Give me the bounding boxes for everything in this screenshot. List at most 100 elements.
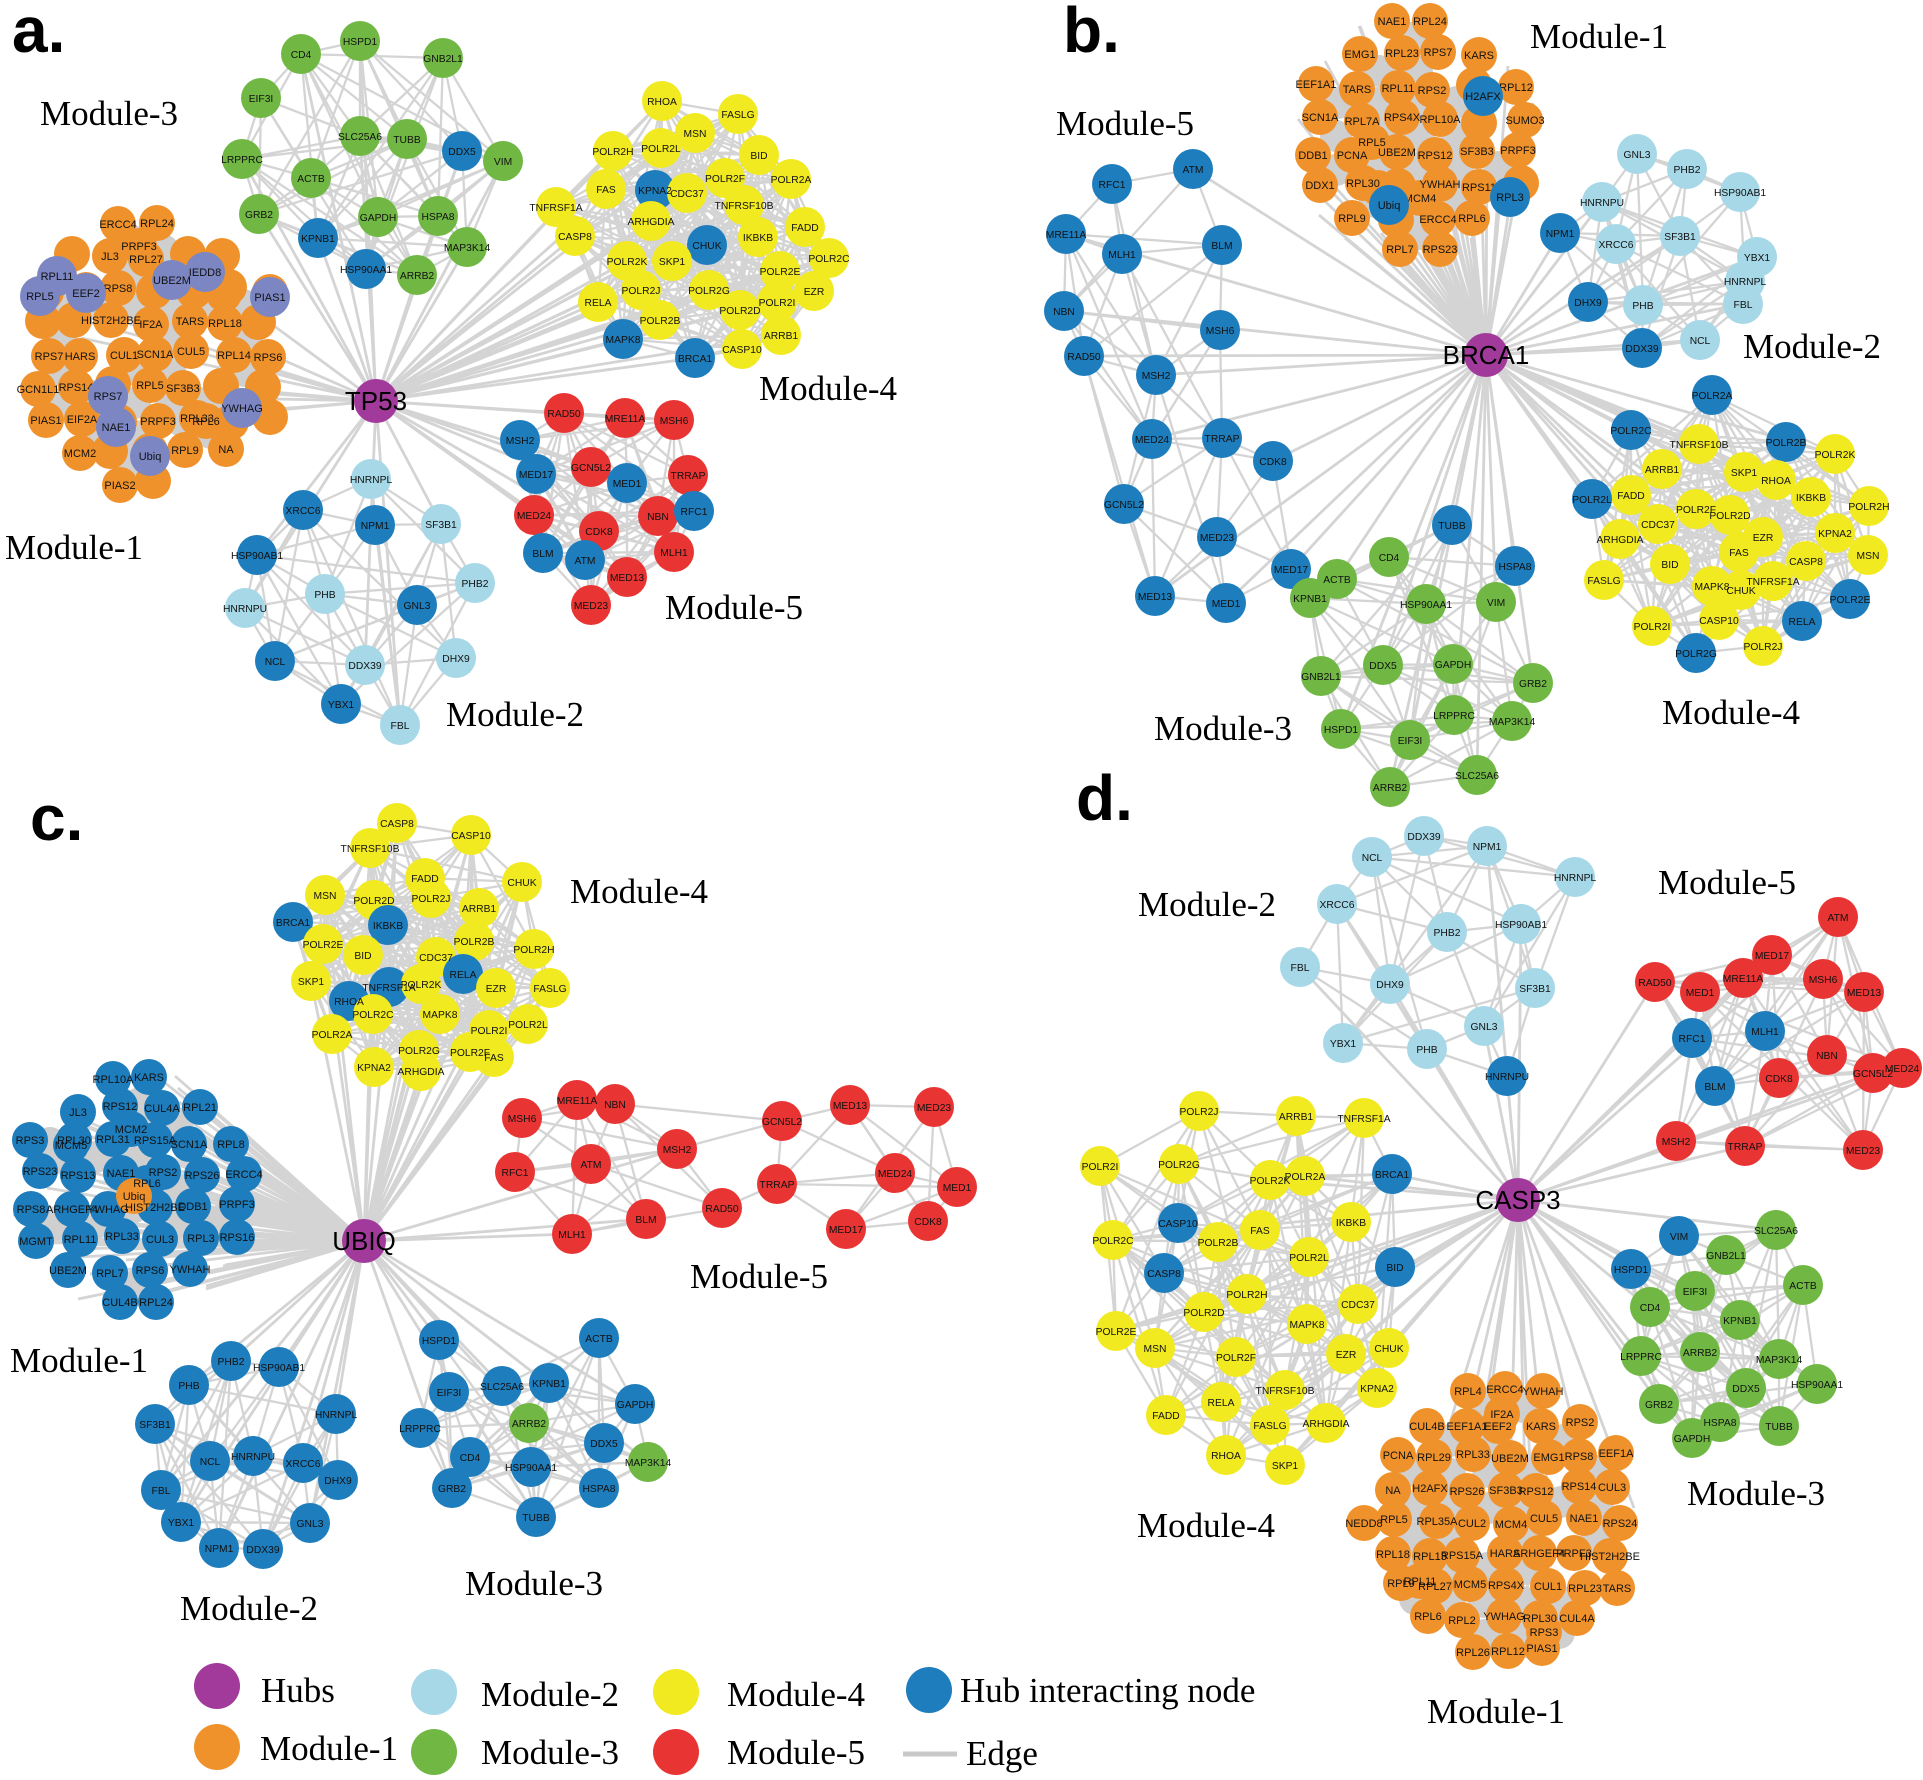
svg-text:VIM: VIM: [1487, 598, 1505, 609]
svg-text:HNRNPL: HNRNPL: [1554, 873, 1597, 884]
svg-text:ATM: ATM: [1828, 913, 1849, 924]
svg-text:Module-5: Module-5: [1056, 104, 1194, 143]
svg-text:CHUK: CHUK: [1726, 586, 1755, 597]
svg-text:RFC1: RFC1: [502, 1168, 529, 1179]
svg-text:MCM2: MCM2: [115, 1124, 147, 1136]
svg-text:Module-5: Module-5: [727, 1733, 865, 1772]
svg-text:RPL6: RPL6: [192, 416, 220, 428]
svg-text:GNL3: GNL3: [1624, 150, 1651, 161]
svg-text:PRPF3: PRPF3: [219, 1199, 254, 1211]
svg-text:SKP1: SKP1: [659, 257, 686, 268]
svg-text:EEF1A1: EEF1A1: [1296, 79, 1337, 91]
svg-text:CDC37: CDC37: [419, 953, 453, 964]
svg-text:RELA: RELA: [585, 298, 612, 309]
svg-text:PHB2: PHB2: [218, 1357, 245, 1368]
svg-text:RPL23: RPL23: [1385, 48, 1419, 60]
svg-text:MCM5: MCM5: [1454, 1579, 1486, 1591]
svg-text:DDX39: DDX39: [1407, 832, 1440, 843]
svg-text:RPL10A: RPL10A: [93, 1074, 135, 1086]
svg-text:POLR2G: POLR2G: [1675, 649, 1717, 660]
svg-text:GNB2L1: GNB2L1: [1301, 672, 1341, 683]
svg-text:POLR2A: POLR2A: [1285, 1172, 1326, 1183]
svg-text:MSH6: MSH6: [660, 416, 689, 427]
svg-text:FADD: FADD: [791, 223, 818, 234]
svg-text:PHB: PHB: [1632, 301, 1653, 312]
svg-text:CHUK: CHUK: [1374, 1344, 1403, 1355]
svg-text:ATM: ATM: [575, 556, 596, 567]
svg-text:Module-2: Module-2: [481, 1675, 619, 1714]
svg-text:GCN5L2: GCN5L2: [571, 463, 611, 474]
svg-text:RPL30: RPL30: [1523, 1613, 1557, 1625]
svg-text:RPL33: RPL33: [1456, 1449, 1490, 1461]
svg-text:RPL11: RPL11: [1382, 83, 1415, 95]
svg-text:HSPA8: HSPA8: [421, 212, 454, 223]
svg-text:MED13: MED13: [610, 573, 645, 584]
svg-text:EEF1A: EEF1A: [1599, 1448, 1635, 1460]
svg-text:Module-5: Module-5: [665, 588, 803, 627]
svg-text:BID: BID: [750, 151, 767, 162]
svg-text:IKBKB: IKBKB: [1796, 493, 1826, 504]
svg-text:ARRB1: ARRB1: [1279, 1112, 1314, 1123]
svg-text:POLR2I: POLR2I: [1634, 622, 1671, 633]
svg-text:NAE1: NAE1: [107, 1168, 136, 1180]
svg-text:SKP1: SKP1: [298, 977, 325, 988]
svg-text:RPL11: RPL11: [1404, 1576, 1437, 1588]
svg-text:EZR: EZR: [486, 984, 507, 995]
svg-text:MED23: MED23: [574, 601, 609, 612]
svg-text:KPNB1: KPNB1: [1723, 1316, 1757, 1327]
svg-text:DHX9: DHX9: [324, 1476, 352, 1487]
svg-text:POLR2L: POLR2L: [508, 1020, 548, 1031]
svg-text:b.: b.: [1063, 0, 1120, 66]
svg-text:DDX39: DDX39: [348, 661, 381, 672]
svg-text:MAP3K14: MAP3K14: [1489, 717, 1536, 728]
svg-text:POLR2I: POLR2I: [759, 298, 796, 309]
svg-text:CUL4A: CUL4A: [144, 1103, 180, 1115]
svg-text:ARRB1: ARRB1: [1645, 465, 1680, 476]
svg-text:DDB1: DDB1: [1298, 150, 1327, 162]
svg-text:ERCC4: ERCC4: [225, 1169, 262, 1181]
svg-text:RPL35A: RPL35A: [1417, 1516, 1459, 1528]
svg-text:POLR2J: POLR2J: [1180, 1107, 1219, 1118]
svg-text:MSH6: MSH6: [1206, 326, 1235, 337]
svg-text:RPL5: RPL5: [136, 380, 164, 392]
svg-text:RFC1: RFC1: [1099, 180, 1126, 191]
svg-text:MRE11A: MRE11A: [1046, 230, 1087, 241]
svg-text:KPNA2: KPNA2: [1818, 529, 1852, 540]
svg-text:RPL23: RPL23: [1568, 1583, 1602, 1595]
svg-text:POLR2D: POLR2D: [353, 896, 394, 907]
svg-text:MLH1: MLH1: [1108, 250, 1136, 261]
svg-text:TNFRSF1A: TNFRSF1A: [1746, 577, 1799, 588]
svg-text:PIAS1: PIAS1: [30, 415, 61, 427]
svg-text:FASLG: FASLG: [721, 110, 754, 121]
svg-text:RPL30: RPL30: [1346, 178, 1380, 190]
svg-text:NAE1: NAE1: [102, 422, 131, 434]
svg-text:MLH1: MLH1: [1751, 1027, 1779, 1038]
svg-text:CDC37: CDC37: [670, 189, 704, 200]
svg-text:POLR2K: POLR2K: [401, 980, 442, 991]
svg-text:EIF3I: EIF3I: [1683, 1287, 1708, 1298]
svg-text:BRCA1: BRCA1: [1443, 340, 1530, 370]
svg-text:POLR2G: POLR2G: [398, 1046, 440, 1057]
svg-text:CHUK: CHUK: [507, 878, 536, 889]
svg-text:BLM: BLM: [635, 1215, 656, 1226]
svg-text:POLR2K: POLR2K: [1250, 1176, 1291, 1187]
svg-text:MSN: MSN: [684, 129, 707, 140]
svg-text:RPL24: RPL24: [1413, 16, 1447, 28]
svg-text:SF3B1: SF3B1: [139, 1420, 171, 1431]
svg-text:TUBB: TUBB: [1438, 521, 1466, 532]
svg-text:POLR2F: POLR2F: [1676, 505, 1716, 516]
svg-text:RPL9: RPL9: [1387, 1578, 1415, 1590]
svg-text:Ubiq: Ubiq: [1378, 200, 1401, 212]
svg-text:NA: NA: [1385, 1485, 1401, 1497]
svg-text:HNRNPU: HNRNPU: [1485, 1072, 1529, 1083]
svg-text:HNRNPU: HNRNPU: [223, 604, 267, 615]
svg-text:JL3: JL3: [101, 251, 119, 263]
svg-text:RPL3: RPL3: [1496, 192, 1524, 204]
svg-text:KPNA2: KPNA2: [1360, 1384, 1394, 1395]
svg-text:TNFRSF10B: TNFRSF10B: [715, 201, 774, 212]
svg-text:UBE2M: UBE2M: [1378, 147, 1416, 159]
svg-text:KPNB1: KPNB1: [1293, 594, 1327, 605]
svg-text:HSP90AA1: HSP90AA1: [340, 265, 392, 276]
svg-text:GNL3: GNL3: [297, 1519, 324, 1530]
svg-text:SLC25A6: SLC25A6: [338, 132, 382, 143]
